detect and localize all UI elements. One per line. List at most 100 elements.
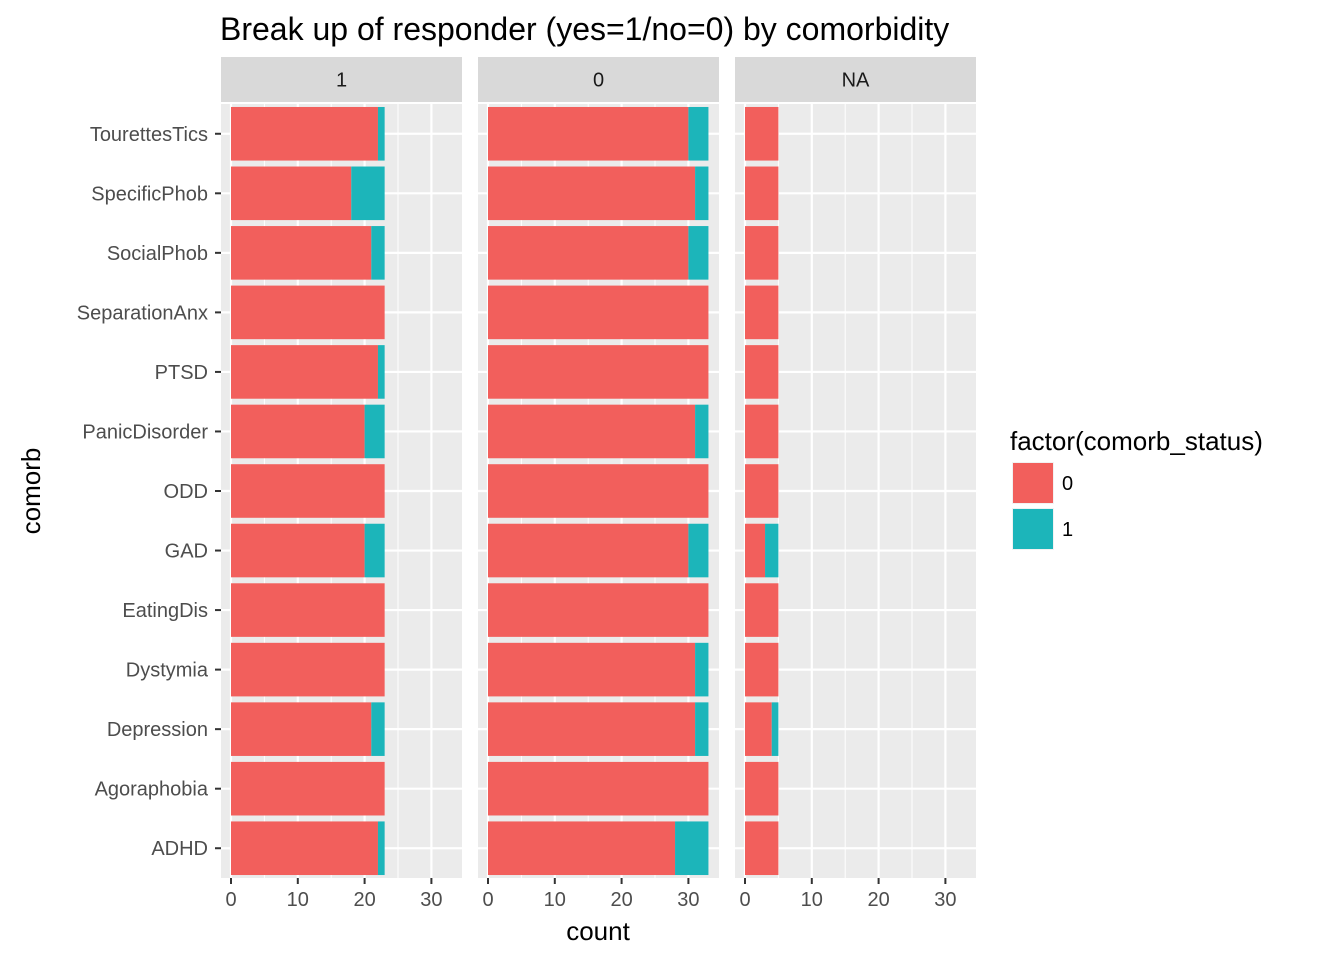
y-tick-label: TourettesTics — [90, 124, 208, 146]
legend-swatch — [1013, 463, 1053, 503]
bar-segment — [488, 523, 689, 578]
y-tick-label: Agoraphobia — [95, 779, 209, 801]
bar-segment — [371, 702, 385, 756]
y-tick-label: ODD — [164, 481, 208, 503]
facet-strip-label: 0 — [593, 70, 604, 92]
bar-segment — [231, 523, 365, 578]
bar-segment — [377, 821, 385, 876]
facet-strip-label: NA — [842, 70, 870, 92]
facet-strip — [221, 57, 462, 102]
bar-segment — [371, 226, 385, 280]
bar-segment — [745, 642, 779, 697]
bar-segment — [488, 345, 709, 399]
y-tick-label: PanicDisorder — [82, 421, 208, 443]
bar-segment — [675, 821, 709, 876]
bar-segment — [488, 821, 676, 876]
bar-segment — [231, 464, 385, 518]
bar-segment — [231, 404, 365, 459]
bar-segment — [377, 106, 385, 161]
bar-segment — [745, 821, 779, 876]
bar-segment — [745, 226, 779, 280]
bar-segment — [488, 583, 709, 637]
legend-swatch — [1013, 509, 1053, 549]
bar-segment — [231, 166, 352, 221]
bar-segment — [695, 166, 709, 221]
x-tick-label: 20 — [610, 889, 632, 911]
bar-segment — [765, 523, 779, 578]
x-tick-label: 0 — [482, 889, 493, 911]
bar-segment — [231, 821, 378, 876]
bar-segment — [745, 285, 779, 340]
bar-segment — [364, 523, 385, 578]
bar-segment — [745, 166, 779, 221]
x-tick-label: 20 — [867, 889, 889, 911]
y-tick-label: SpecificPhob — [91, 183, 208, 205]
y-axis: TourettesTics SpecificPhob SocialPhob Separ… — [77, 124, 221, 860]
bar-segment — [745, 702, 772, 756]
bar-segment — [695, 404, 709, 459]
bar-segment — [695, 702, 709, 756]
x-tick-label: 0 — [739, 889, 750, 911]
bar-segment — [488, 464, 709, 518]
x-tick-label: 0 — [225, 889, 236, 911]
facet-strip — [735, 57, 976, 102]
bar-segment — [488, 702, 696, 756]
bar-segment — [688, 523, 709, 578]
legend-title: factor(comorb_status) — [1010, 426, 1263, 456]
bar-segment — [745, 523, 766, 578]
bar-segment — [745, 583, 779, 637]
bar-segment — [745, 404, 779, 459]
bar-segment — [488, 761, 709, 816]
bar-segment — [231, 583, 385, 637]
bar-segment — [231, 702, 372, 756]
panel-1: 10 10 20 30 — [221, 57, 462, 911]
bar-segment — [231, 642, 385, 697]
y-tick-label: SeparationAnx — [77, 302, 208, 324]
panel-3: NA 0 10 20 30 — [735, 57, 976, 911]
x-axis-title: count — [566, 916, 630, 946]
x-tick-label: 10 — [544, 889, 566, 911]
y-tick-label: SocialPhob — [107, 243, 208, 265]
legend-label: 0 — [1062, 473, 1073, 495]
bar-segment — [688, 226, 709, 280]
panel-2: 0 0 10 20 30 — [478, 57, 719, 911]
y-tick-label: Dystymia — [126, 660, 209, 682]
bar-segment — [771, 702, 779, 756]
x-tick-label: 20 — [353, 889, 375, 911]
x-tick-label: 10 — [287, 889, 309, 911]
y-tick-label: ADHD — [151, 838, 208, 860]
bar-segment — [745, 464, 779, 518]
bar-segment — [364, 404, 385, 459]
facet-strip — [478, 57, 719, 102]
y-tick-label: Depression — [107, 719, 208, 741]
bar-segment — [351, 166, 385, 221]
bar-segment — [231, 106, 378, 161]
bar-segment — [231, 345, 378, 399]
x-tick-label: 10 — [801, 889, 823, 911]
y-tick-label: EatingDis — [122, 600, 208, 622]
legend: factor(comorb_status) 0 1 — [1010, 426, 1263, 550]
legend-label: 1 — [1062, 519, 1073, 541]
bar-segment — [745, 345, 779, 399]
bar-segment — [745, 761, 779, 816]
bar-segment — [377, 345, 385, 399]
bar-segment — [488, 642, 696, 697]
bar-segment — [488, 404, 696, 459]
bar-segment — [488, 226, 689, 280]
y-tick-label: GAD — [165, 541, 208, 563]
x-tick-label: 30 — [420, 889, 442, 911]
bar-segment — [488, 106, 689, 161]
bar-segment — [231, 761, 385, 816]
y-axis-title: comorb — [16, 448, 46, 535]
bar-segment — [231, 226, 372, 280]
facet-strip-label: 1 — [336, 70, 347, 92]
x-tick-label: 30 — [677, 889, 699, 911]
bar-segment — [488, 166, 696, 221]
y-tick-label: PTSD — [155, 362, 208, 384]
bar-segment — [488, 285, 709, 340]
bar-segment — [688, 106, 709, 161]
chart-title: Break up of responder (yes=1/no=0) by co… — [220, 11, 949, 47]
bar-segment — [231, 285, 385, 340]
